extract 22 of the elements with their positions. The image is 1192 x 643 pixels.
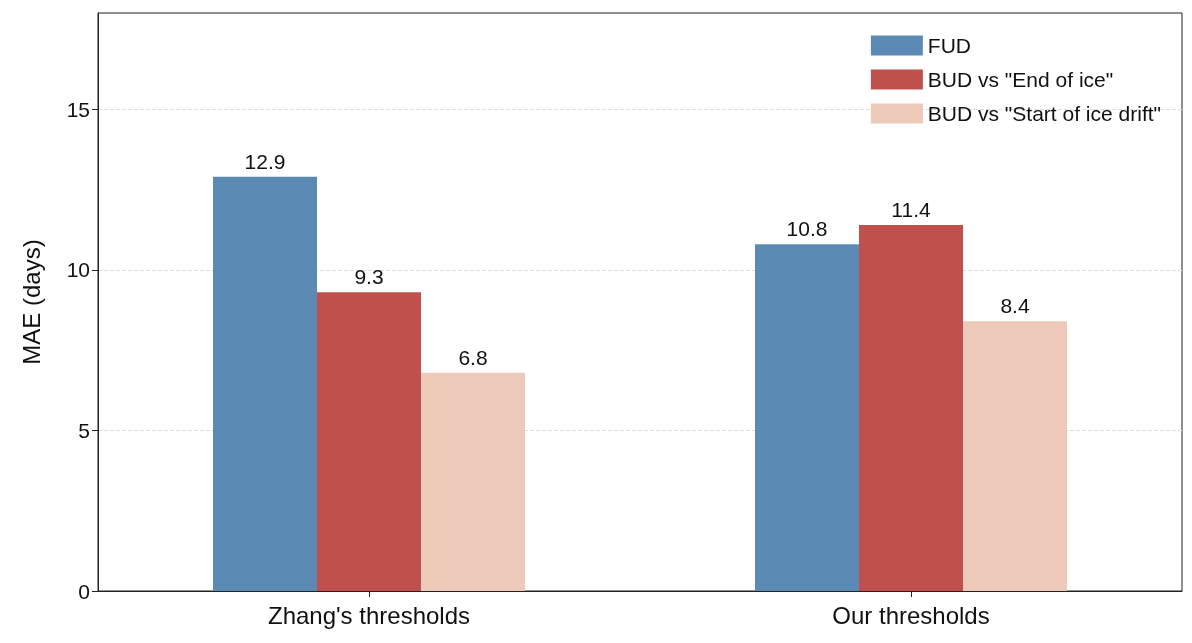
- data-label: 9.3: [354, 265, 384, 289]
- legend-label: FUD: [927, 34, 972, 57]
- bar: [859, 224, 963, 591]
- bar: [421, 372, 525, 591]
- y-tick-label: 10: [66, 258, 90, 282]
- data-label: 11.4: [891, 197, 931, 221]
- bar: [755, 244, 859, 591]
- bar: [963, 321, 1067, 591]
- data-label: 12.9: [244, 149, 286, 173]
- y-tick-label: 15: [66, 97, 90, 121]
- y-tick-label: 0: [78, 579, 90, 603]
- bar: [213, 176, 317, 591]
- bar: [317, 292, 421, 591]
- x-tick-label: Zhang's thresholds: [267, 601, 471, 629]
- y-tick-label: 5: [78, 418, 90, 442]
- legend-label: BUD vs "End of ice": [927, 68, 1114, 91]
- y-axis-title: MAE (days): [17, 239, 45, 365]
- legend-label: BUD vs "Start of ice drift": [927, 102, 1162, 125]
- x-tick-label: Our thresholds: [832, 601, 990, 629]
- data-label: 6.8: [458, 345, 488, 369]
- data-label: 10.8: [786, 217, 828, 241]
- data-label: 8.4: [1000, 294, 1030, 318]
